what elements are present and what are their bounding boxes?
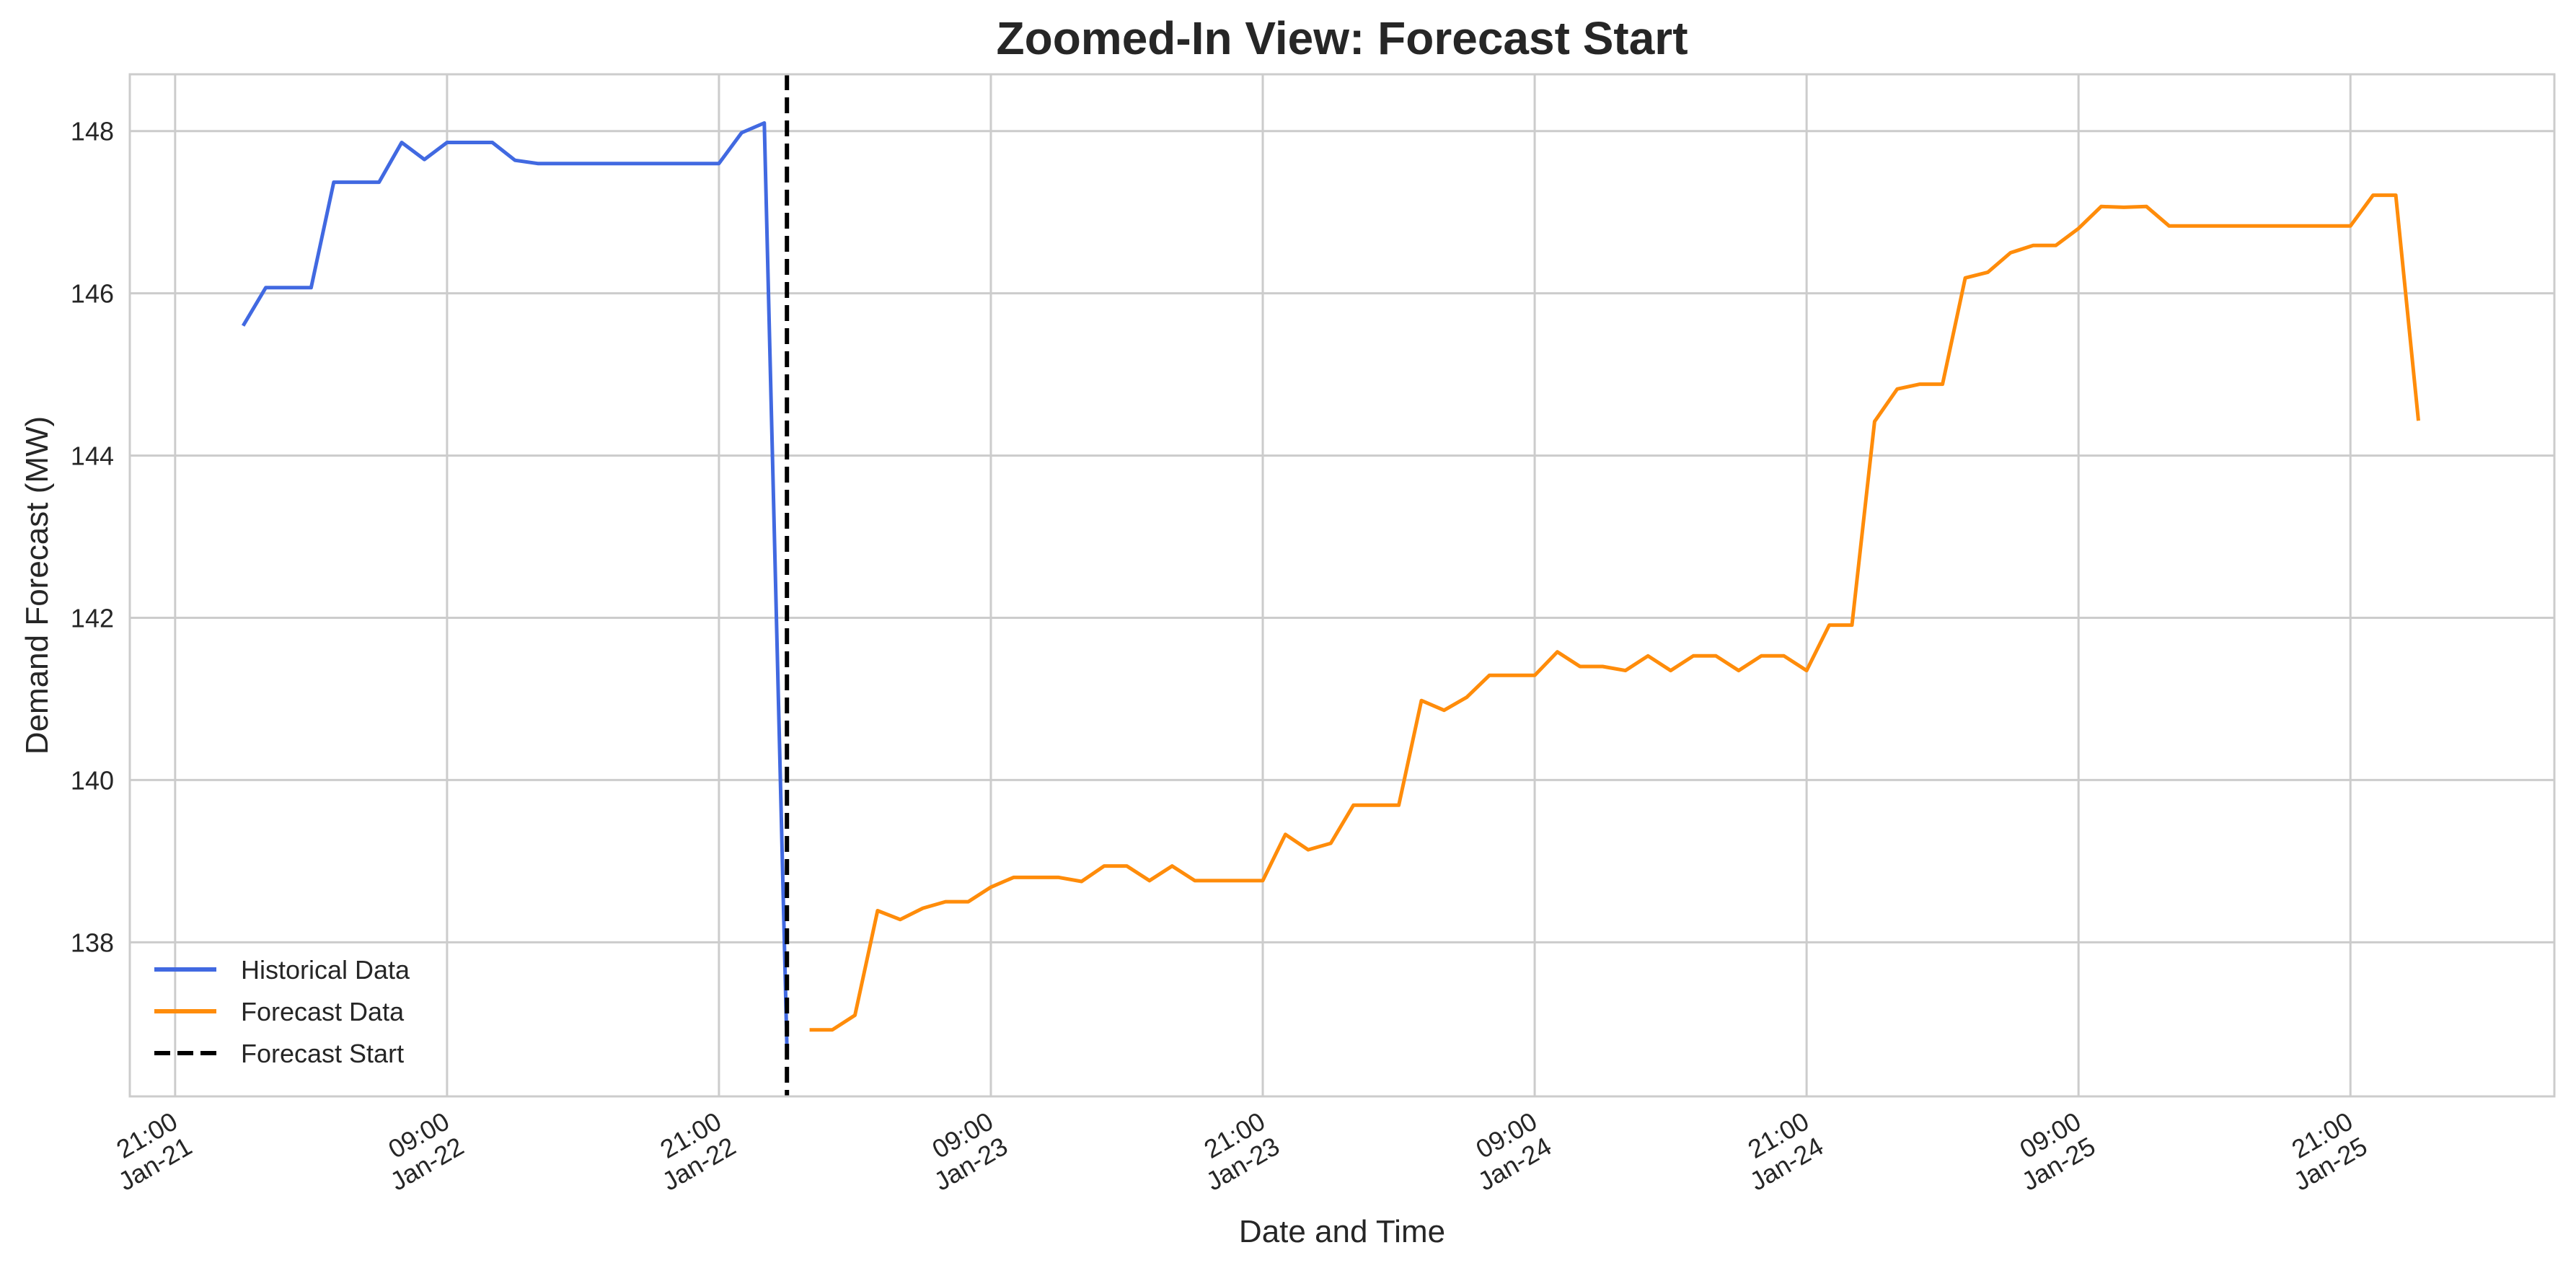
y-tick-label: 140 — [71, 765, 114, 795]
legend-item-forecast-data: Forecast Data — [154, 997, 405, 1026]
legend: Historical Data Forecast Data Forecast Sta… — [154, 955, 410, 1068]
x-axis-label: Date and Time — [1239, 1214, 1445, 1249]
legend-item-forecast-start: Forecast Start — [154, 1039, 404, 1068]
y-tick-label: 142 — [71, 603, 114, 633]
forecast-data-line — [809, 193, 2420, 1032]
y-tick-label: 138 — [71, 928, 114, 957]
series-layer — [241, 74, 2420, 1096]
chart-title: Zoomed-In View: Forecast Start — [997, 12, 1688, 64]
plot-frame — [128, 73, 2556, 1098]
y-tick-label: 146 — [71, 279, 114, 309]
y-tick-label: 148 — [71, 117, 114, 146]
legend-label: Forecast Start — [241, 1039, 404, 1068]
legend-label: Forecast Data — [241, 997, 405, 1026]
legend-item-historical-data: Historical Data — [154, 955, 410, 985]
y-axis-label: Demand Forecast (MW) — [19, 416, 55, 754]
historical-data-line — [241, 121, 789, 1048]
grid-layer — [130, 74, 2554, 1096]
legend-label: Historical Data — [241, 955, 410, 985]
y-tick-label: 144 — [71, 441, 114, 471]
